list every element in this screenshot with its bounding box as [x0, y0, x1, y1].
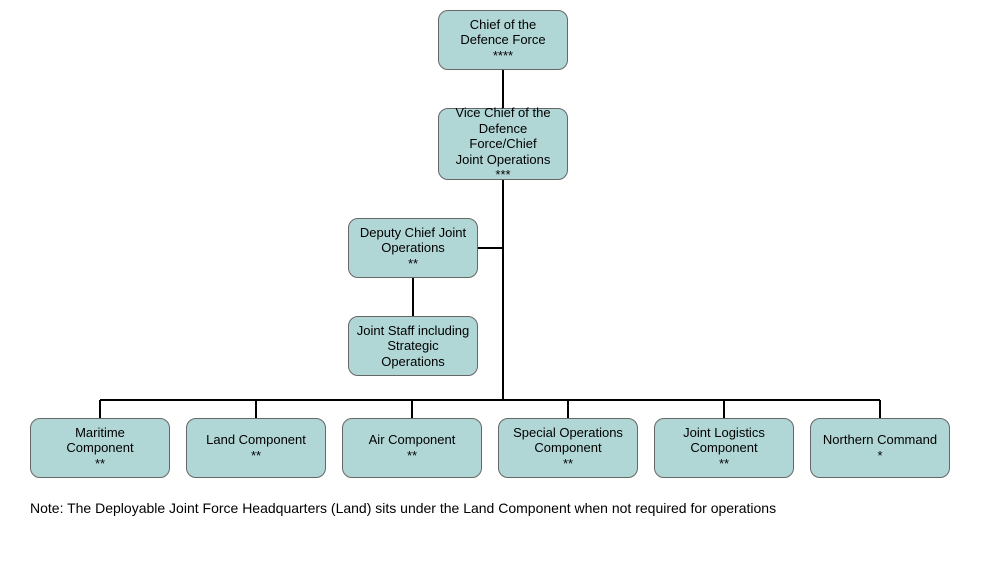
- node-label-line: Air Component: [369, 432, 456, 448]
- node-vice-chief-defence-force: Vice Chief of the Defence Force/Chief Jo…: [438, 108, 568, 180]
- node-label-line: ***: [495, 167, 510, 183]
- node-label-line: *: [877, 448, 882, 464]
- node-label-line: Northern Command: [823, 432, 937, 448]
- node-joint-logistics-component: Joint Logistics Component **: [654, 418, 794, 478]
- node-air-component: Air Component **: [342, 418, 482, 478]
- node-land-component: Land Component **: [186, 418, 326, 478]
- node-label-line: Strategic: [387, 338, 438, 354]
- node-label-line: Land Component: [206, 432, 306, 448]
- node-maritime-component: Maritime Component **: [30, 418, 170, 478]
- node-northern-command: Northern Command *: [810, 418, 950, 478]
- node-label-line: ****: [493, 48, 513, 64]
- node-label-line: Chief of the: [470, 17, 537, 33]
- diagram-footnote: Note: The Deployable Joint Force Headqua…: [30, 500, 776, 516]
- node-label-line: Special Operations: [513, 425, 623, 441]
- node-special-ops-component: Special Operations Component **: [498, 418, 638, 478]
- node-label-line: Joint Operations: [456, 152, 551, 168]
- node-label-line: **: [563, 456, 573, 472]
- node-label-line: Maritime: [75, 425, 125, 441]
- org-chart-edges: [0, 0, 992, 564]
- node-label-line: **: [95, 456, 105, 472]
- node-label-line: Component: [534, 440, 601, 456]
- node-label-line: Defence Force/Chief: [445, 121, 561, 152]
- node-label-line: Defence Force: [460, 32, 545, 48]
- node-joint-staff: Joint Staff including Strategic Operatio…: [348, 316, 478, 376]
- node-label-line: Operations: [381, 354, 445, 370]
- node-label-line: Joint Logistics: [683, 425, 765, 441]
- node-chief-defence-force: Chief of the Defence Force ****: [438, 10, 568, 70]
- node-label-line: Joint Staff including: [357, 323, 470, 339]
- node-label-line: **: [251, 448, 261, 464]
- node-label-line: Deputy Chief Joint: [360, 225, 466, 241]
- node-label-line: Operations: [381, 240, 445, 256]
- node-label-line: **: [407, 448, 417, 464]
- node-label-line: **: [719, 456, 729, 472]
- node-label-line: Component: [66, 440, 133, 456]
- node-label-line: Component: [690, 440, 757, 456]
- node-label-line: **: [408, 256, 418, 272]
- node-deputy-chief-joint-ops: Deputy Chief Joint Operations **: [348, 218, 478, 278]
- node-label-line: Vice Chief of the: [455, 105, 550, 121]
